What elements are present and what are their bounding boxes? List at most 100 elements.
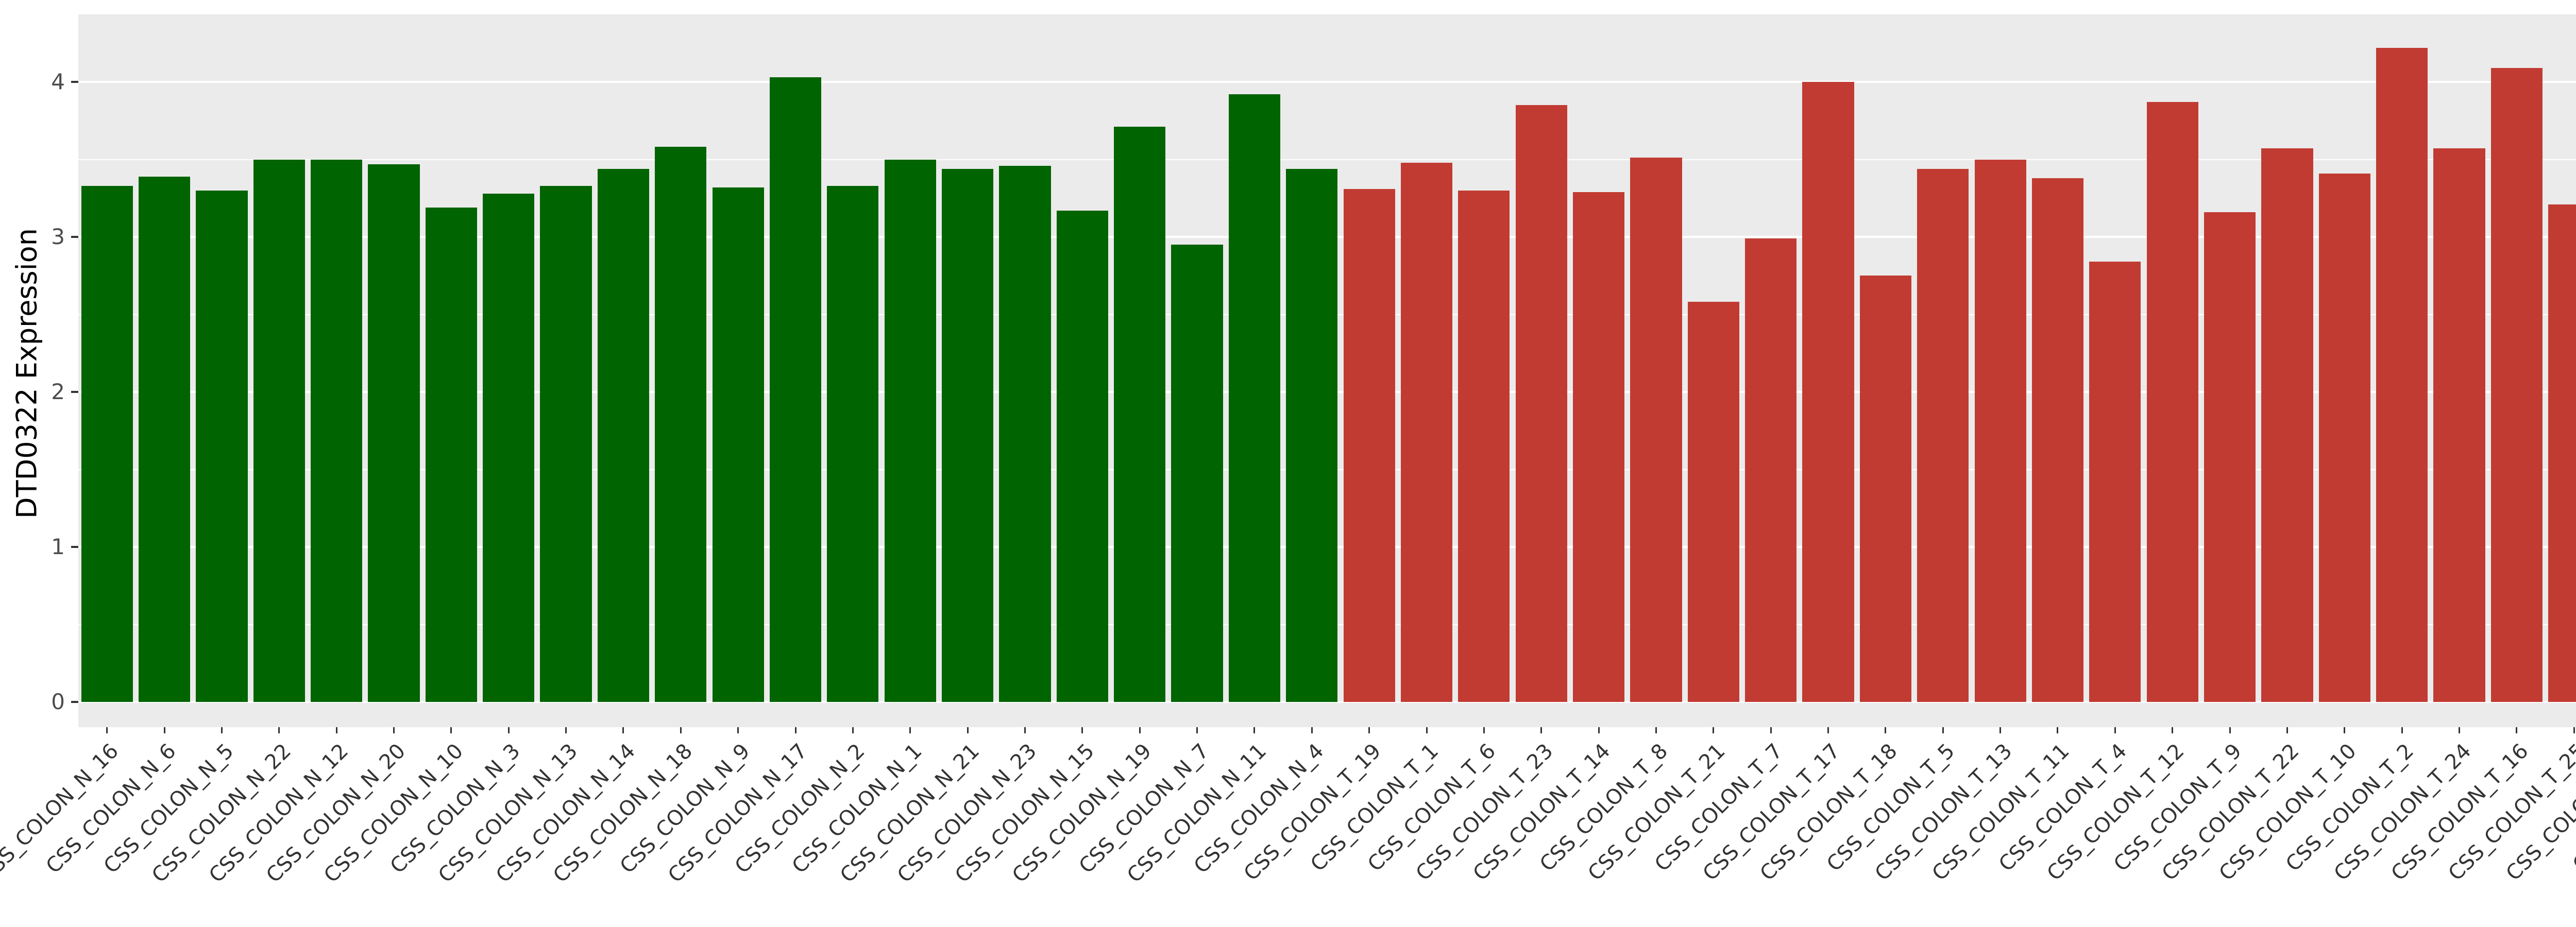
x-tick-mark <box>2344 727 2346 733</box>
bar-CSS_COLON_N_22 <box>253 159 305 702</box>
x-tick-mark <box>1426 727 1428 733</box>
x-tick-mark <box>1942 727 1944 733</box>
x-tick-mark <box>2172 727 2174 733</box>
x-tick-mark <box>2516 727 2518 733</box>
bar-CSS_COLON_T_9 <box>2204 212 2256 702</box>
x-tick-mark <box>794 727 796 733</box>
y-tick-mark <box>71 81 78 83</box>
bar-CSS_COLON_T_10 <box>2318 173 2370 702</box>
y-axis-title: DTD0322 Expression <box>10 228 43 519</box>
bar-CSS_COLON_N_5 <box>196 190 248 702</box>
x-tick-mark <box>2459 727 2460 733</box>
y-tick-label: 3 <box>51 224 65 249</box>
bar-CSS_COLON_T_2 <box>2376 47 2428 702</box>
bar-CSS_COLON_T_8 <box>1630 158 1682 702</box>
x-tick-mark <box>1139 727 1141 733</box>
x-tick-mark <box>680 727 682 733</box>
y-tick-mark <box>71 546 78 548</box>
bar-CSS_COLON_T_19 <box>1343 188 1395 702</box>
x-tick-mark <box>1598 727 1600 733</box>
y-tick-label: 2 <box>51 379 65 404</box>
bar-CSS_COLON_N_7 <box>1171 245 1223 702</box>
bar-CSS_COLON_T_22 <box>2261 148 2313 702</box>
x-tick-mark <box>2286 727 2288 733</box>
bar-CSS_COLON_N_18 <box>655 147 707 702</box>
y-tick-label: 0 <box>51 689 65 714</box>
bar-CSS_COLON_T_13 <box>1974 159 2026 702</box>
gridline-major <box>78 701 2576 703</box>
x-tick-mark <box>106 727 108 733</box>
bar-CSS_COLON_N_21 <box>941 168 994 702</box>
x-tick-mark <box>565 727 567 733</box>
x-tick-mark <box>1655 727 1657 733</box>
bar-CSS_COLON_T_18 <box>1859 276 1911 702</box>
bar-CSS_COLON_N_10 <box>425 207 477 702</box>
gridline-minor <box>78 159 2576 160</box>
x-tick-mark <box>1827 727 1829 733</box>
x-tick-mark <box>450 727 452 733</box>
y-tick-mark <box>71 391 78 393</box>
bar-CSS_COLON_T_7 <box>1745 238 1797 702</box>
bar-CSS_COLON_N_23 <box>999 165 1051 702</box>
y-tick-mark <box>71 701 78 703</box>
bar-CSS_COLON_T_14 <box>1572 192 1625 702</box>
x-tick-mark <box>1885 727 1887 733</box>
x-tick-mark <box>1540 727 1543 733</box>
plot-panel <box>78 14 2576 727</box>
bar-CSS_COLON_T_5 <box>1917 168 1969 702</box>
x-tick-mark <box>1770 727 1772 733</box>
x-tick-mark <box>1368 727 1370 733</box>
x-tick-mark <box>2114 727 2116 733</box>
bar-CSS_COLON_N_14 <box>597 168 650 702</box>
x-tick-mark <box>1311 727 1313 733</box>
x-tick-mark <box>163 727 165 733</box>
x-tick-mark <box>393 727 395 733</box>
x-tick-mark <box>278 727 280 733</box>
bar-CSS_COLON_N_13 <box>540 185 592 702</box>
y-tick-label: 4 <box>51 69 65 94</box>
gridline-major <box>78 81 2576 83</box>
x-tick-mark <box>335 727 337 733</box>
y-tick-mark <box>71 236 78 238</box>
bar-CSS_COLON_T_11 <box>2031 178 2084 702</box>
bar-CSS_COLON_N_17 <box>769 77 822 702</box>
bar-CSS_COLON_T_21 <box>1687 302 1739 702</box>
x-tick-mark <box>909 727 911 733</box>
bar-CSS_COLON_T_16 <box>2490 67 2543 702</box>
x-tick-mark <box>1024 727 1026 733</box>
bar-CSS_COLON_N_19 <box>1114 127 1166 702</box>
x-tick-mark <box>622 727 624 733</box>
x-tick-mark <box>1713 727 1715 733</box>
bar-CSS_COLON_N_11 <box>1228 94 1281 702</box>
x-tick-mark <box>2057 727 2059 733</box>
bar-CSS_COLON_N_20 <box>368 164 420 702</box>
x-tick-mark <box>852 727 854 733</box>
x-tick-mark <box>1081 727 1083 733</box>
bar-CSS_COLON_T_4 <box>2089 262 2141 702</box>
x-tick-mark <box>737 727 739 733</box>
x-tick-mark <box>1999 727 2002 733</box>
x-tick-mark <box>221 727 223 733</box>
x-tick-mark <box>2401 727 2403 733</box>
x-tick-mark <box>2573 727 2575 733</box>
x-tick-mark <box>967 727 969 733</box>
bar-CSS_COLON_N_9 <box>712 187 764 702</box>
x-tick-mark <box>2229 727 2231 733</box>
x-tick-mark <box>1196 727 1198 733</box>
bar-CSS_COLON_T_23 <box>1515 105 1567 702</box>
bar-CSS_COLON_N_15 <box>1056 210 1108 702</box>
bar-CSS_COLON_N_3 <box>483 193 535 702</box>
bar-CSS_COLON_T_6 <box>1458 190 1510 702</box>
bar-CSS_COLON_N_12 <box>311 159 363 702</box>
bar-CSS_COLON_T_24 <box>2433 148 2485 702</box>
y-tick-label: 1 <box>51 534 65 559</box>
bar-CSS_COLON_T_12 <box>2146 102 2198 702</box>
x-tick-mark <box>1253 727 1256 733</box>
bar-CSS_COLON_N_16 <box>81 185 133 702</box>
bar-CSS_COLON_N_1 <box>884 159 936 702</box>
bar-CSS_COLON_N_4 <box>1286 168 1338 702</box>
bar-CSS_COLON_T_1 <box>1400 162 1453 702</box>
bar-CSS_COLON_N_6 <box>138 176 191 702</box>
x-tick-mark <box>1483 727 1485 733</box>
